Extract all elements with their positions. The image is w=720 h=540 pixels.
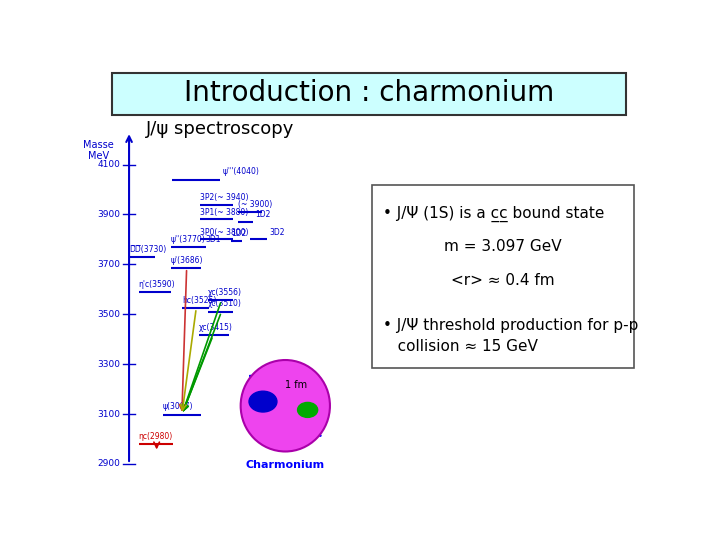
Text: 3P0(~ 3800): 3P0(~ 3800) <box>200 228 248 237</box>
FancyBboxPatch shape <box>112 73 626 114</box>
Text: ψ(3097): ψ(3097) <box>163 402 193 411</box>
Text: <r> ≈ 0.4 fm: <r> ≈ 0.4 fm <box>451 273 554 288</box>
Text: 3100: 3100 <box>98 409 121 418</box>
Text: 3P2(~ 3940): 3P2(~ 3940) <box>200 193 248 202</box>
Text: 1D2: 1D2 <box>231 229 246 238</box>
Text: J/ψ spectroscopy: J/ψ spectroscopy <box>145 120 294 138</box>
Text: χc(3556): χc(3556) <box>208 288 242 297</box>
Text: Introduction : charmonium: Introduction : charmonium <box>184 79 554 107</box>
Text: χc(3510): χc(3510) <box>208 300 242 308</box>
Text: 3D1: 3D1 <box>205 234 220 244</box>
Text: 3300: 3300 <box>98 360 121 369</box>
Text: ψ'(3686): ψ'(3686) <box>171 255 204 265</box>
Text: hc(3525): hc(3525) <box>182 296 216 305</box>
Text: ψ'''(4040): ψ'''(4040) <box>223 167 260 176</box>
Text: 4100: 4100 <box>98 160 121 169</box>
Text: 1D2: 1D2 <box>256 211 271 219</box>
Text: χc(3415): χc(3415) <box>199 323 233 332</box>
Text: Masse
MeV: Masse MeV <box>83 140 114 161</box>
Text: 3700: 3700 <box>98 260 121 269</box>
Text: 1 fm: 1 fm <box>285 380 307 390</box>
Text: 3P1(~ 3880): 3P1(~ 3880) <box>200 208 248 217</box>
Ellipse shape <box>240 360 330 451</box>
Text: • J/Ψ threshold production for p-p
   collision ≈ 15 GeV: • J/Ψ threshold production for p-p colli… <box>383 319 639 354</box>
FancyBboxPatch shape <box>372 185 634 368</box>
Text: Charmonium: Charmonium <box>246 460 325 470</box>
Text: m = 3.097 GeV: m = 3.097 GeV <box>444 239 562 254</box>
Text: 2900: 2900 <box>98 460 121 469</box>
Text: • J/Ψ (1S) is a c̲c̲ bound state: • J/Ψ (1S) is a c̲c̲ bound state <box>383 206 604 222</box>
Text: 3D2: 3D2 <box>270 228 285 237</box>
Text: ψ''(3770): ψ''(3770) <box>171 234 206 244</box>
Text: 3900: 3900 <box>98 210 121 219</box>
Text: D̅D̅(3730): D̅D̅(3730) <box>129 245 166 254</box>
Circle shape <box>249 391 277 412</box>
Text: 3500: 3500 <box>98 310 121 319</box>
Text: (~ 3900): (~ 3900) <box>238 200 272 210</box>
Text: η'c(3590): η'c(3590) <box>139 280 175 288</box>
Circle shape <box>297 402 318 417</box>
Text: ηc(2980): ηc(2980) <box>139 431 173 441</box>
